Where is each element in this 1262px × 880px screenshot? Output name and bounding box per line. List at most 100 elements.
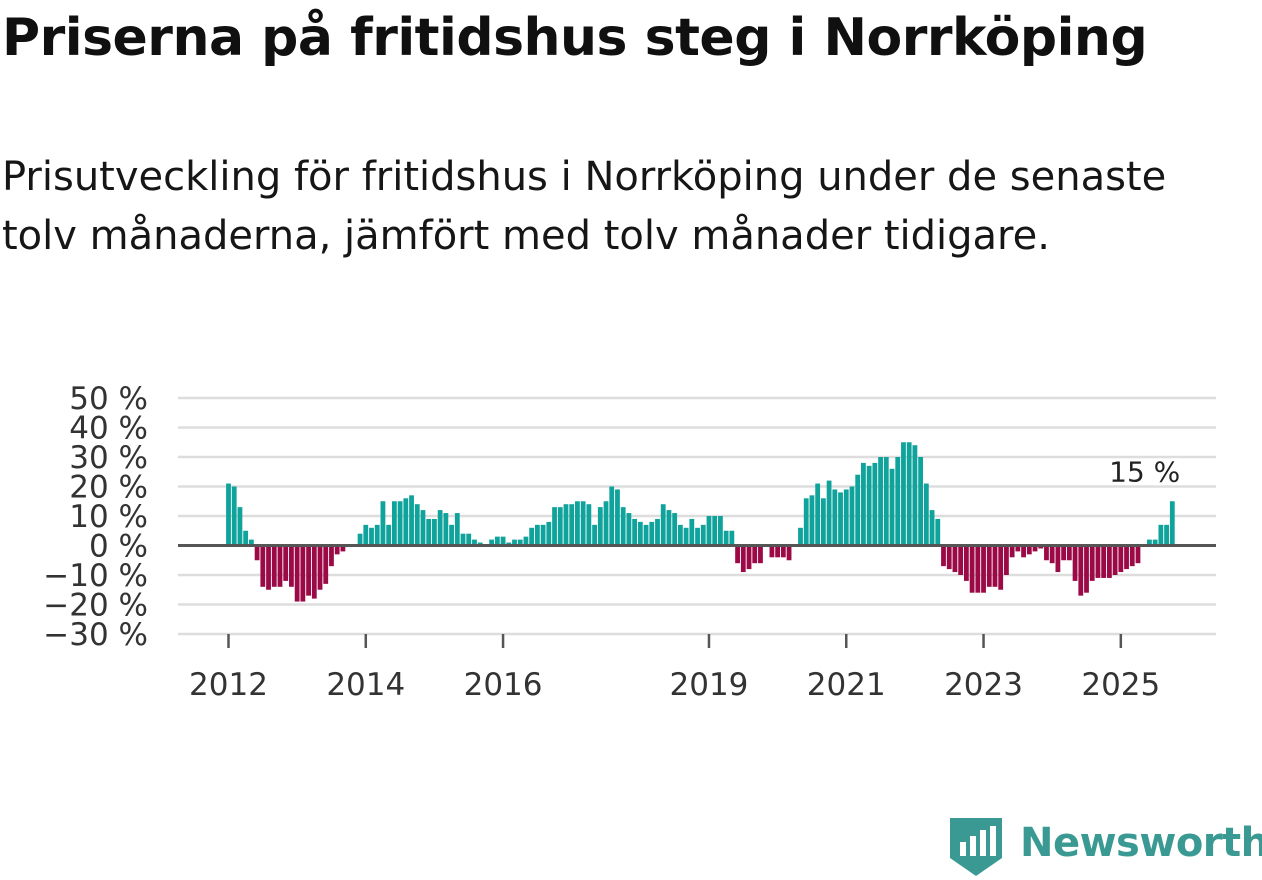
bar: [443, 513, 449, 546]
bar: [580, 501, 586, 546]
bar: [546, 521, 552, 546]
bar: [397, 501, 403, 546]
bar: [592, 524, 597, 546]
bar: [329, 545, 334, 567]
bar: [918, 457, 924, 546]
bar: [832, 489, 838, 546]
bar: [706, 516, 712, 546]
bar: [1061, 545, 1067, 561]
bar: [1169, 501, 1175, 546]
bar: [878, 457, 883, 546]
bar: [786, 545, 792, 561]
bar: [1055, 545, 1061, 573]
bar: [1095, 545, 1101, 578]
bar: [1089, 545, 1095, 581]
bar: [735, 545, 740, 564]
x-axis-labels: 2012 2014 2016 2019 2021 2023 2025: [189, 634, 1160, 703]
bar: [1106, 545, 1112, 578]
bar: [689, 518, 695, 546]
chart-title: Priserna på fritidshus steg i Norrköping: [2, 8, 1148, 68]
bar: [1009, 545, 1015, 558]
bar: [557, 507, 563, 546]
bar: [981, 545, 986, 593]
bar: [432, 518, 437, 546]
bar: [1049, 545, 1055, 564]
bar: [740, 545, 746, 573]
bar: [597, 507, 603, 546]
y-tick-label: 10 %: [69, 499, 148, 535]
bar: [746, 545, 752, 570]
bar: [489, 539, 495, 546]
bar: [952, 545, 958, 573]
bar: [780, 545, 786, 558]
bar: [231, 486, 237, 546]
bar: [901, 442, 906, 546]
bar: [575, 501, 580, 546]
bar: [758, 545, 763, 564]
bar: [271, 545, 277, 587]
bar: [534, 524, 540, 546]
bar: [306, 545, 311, 596]
y-tick-label: −10 %: [43, 558, 148, 594]
x-tick-label: 2025: [1081, 667, 1160, 703]
bar: [975, 545, 981, 593]
bar: [540, 524, 546, 546]
x-tick-label: 2021: [807, 667, 886, 703]
x-tick-label: 2016: [464, 667, 543, 703]
bar: [1152, 539, 1158, 546]
bar: [855, 474, 861, 546]
bar: [1124, 545, 1129, 570]
bar: [969, 545, 975, 593]
bar: [437, 510, 443, 546]
y-tick-label: −20 %: [43, 588, 148, 624]
bar: [620, 507, 626, 546]
bar: [912, 445, 918, 546]
bar: [826, 480, 832, 546]
bar: [586, 504, 592, 546]
latest-value-label: 15 %: [1109, 455, 1180, 488]
bar: [523, 536, 529, 546]
bar: [363, 524, 369, 546]
y-axis-labels: 50 %40 %30 %20 %10 %0 %−10 %−20 %−30 %: [43, 381, 148, 653]
bar: [809, 495, 815, 546]
bar: [752, 545, 758, 564]
bar: [260, 545, 266, 587]
bar: [494, 536, 500, 546]
bar: [666, 510, 672, 546]
bar: [334, 545, 340, 555]
bar: [294, 545, 300, 602]
bar: [923, 483, 929, 546]
chart-subtitle: Prisutveckling för fritidshus i Norrköpi…: [2, 154, 1167, 259]
bar: [277, 545, 283, 587]
brand-name: Newsworthy: [1020, 820, 1262, 866]
bar: [929, 510, 935, 546]
bar: [226, 483, 231, 546]
bar: [712, 516, 718, 546]
bar: [941, 545, 946, 567]
bar: [300, 545, 306, 602]
bar: [820, 498, 826, 546]
bar-chart: 50 %40 %30 %20 %10 %0 %−10 %−20 %−30 % 2…: [43, 381, 1216, 703]
bar: [357, 533, 363, 546]
bar: [889, 468, 895, 546]
bar: [849, 486, 855, 546]
bar: [872, 462, 878, 546]
bars: [226, 442, 1175, 602]
bar: [283, 545, 289, 581]
bar: [672, 513, 678, 546]
x-tick-label: 2012: [189, 667, 268, 703]
bar: [1158, 524, 1164, 546]
bar: [552, 507, 557, 546]
bar: [729, 530, 735, 546]
bar: [1066, 545, 1072, 561]
bar: [517, 539, 523, 546]
bar: [1147, 539, 1152, 546]
bar: [380, 501, 386, 546]
bar: [1164, 524, 1169, 546]
bar: [391, 501, 397, 546]
bar: [409, 495, 414, 546]
bar: [317, 545, 323, 590]
bar: [615, 489, 620, 546]
bar: [775, 545, 781, 558]
bar: [906, 442, 912, 546]
